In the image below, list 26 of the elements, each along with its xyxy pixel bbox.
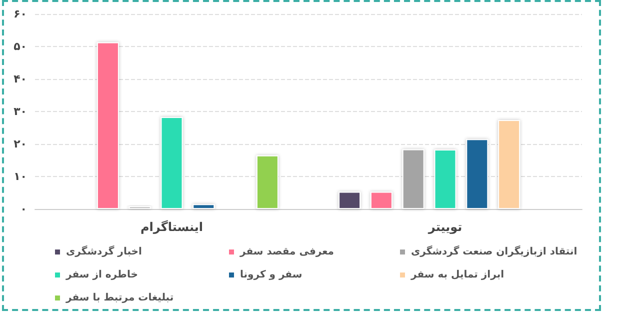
y-tick-label: ۶۰: [14, 8, 27, 20]
x-tick-label: اینستاگرام: [140, 220, 203, 234]
bar: [96, 42, 119, 209]
bar: [338, 192, 361, 209]
bar: [498, 120, 520, 209]
bar: [256, 155, 278, 209]
legend-label: تبلیغات مرتبط با سفر: [65, 292, 174, 304]
bar: [466, 139, 488, 209]
legend-label: انتقاد ازبازیگران صنعت گردشگری: [411, 244, 578, 258]
bar: [192, 204, 215, 209]
legend-label: معرفی مقصد سفر: [239, 246, 334, 258]
y-tick-label: ۰: [20, 202, 27, 216]
x-tick-label: توییتر: [427, 220, 462, 234]
bar: [160, 117, 183, 209]
y-tick-label: ۵۰: [14, 40, 27, 53]
bar: [402, 149, 424, 209]
bar: [370, 192, 392, 209]
y-tick-label: ۲۰: [14, 138, 27, 150]
y-tick-label: ۱۰: [14, 170, 27, 183]
legend-label: اخبار گردشگری: [66, 244, 142, 258]
legend-label: ابراز تمایل به سفر: [410, 270, 504, 280]
legend-label: سفر و کرونا: [240, 270, 302, 280]
y-tick-label: ۳۰: [14, 105, 27, 118]
y-tick-label: ۴۰: [14, 72, 27, 86]
bar: [434, 150, 456, 209]
legend-label: خاطره از سفر: [65, 270, 138, 280]
